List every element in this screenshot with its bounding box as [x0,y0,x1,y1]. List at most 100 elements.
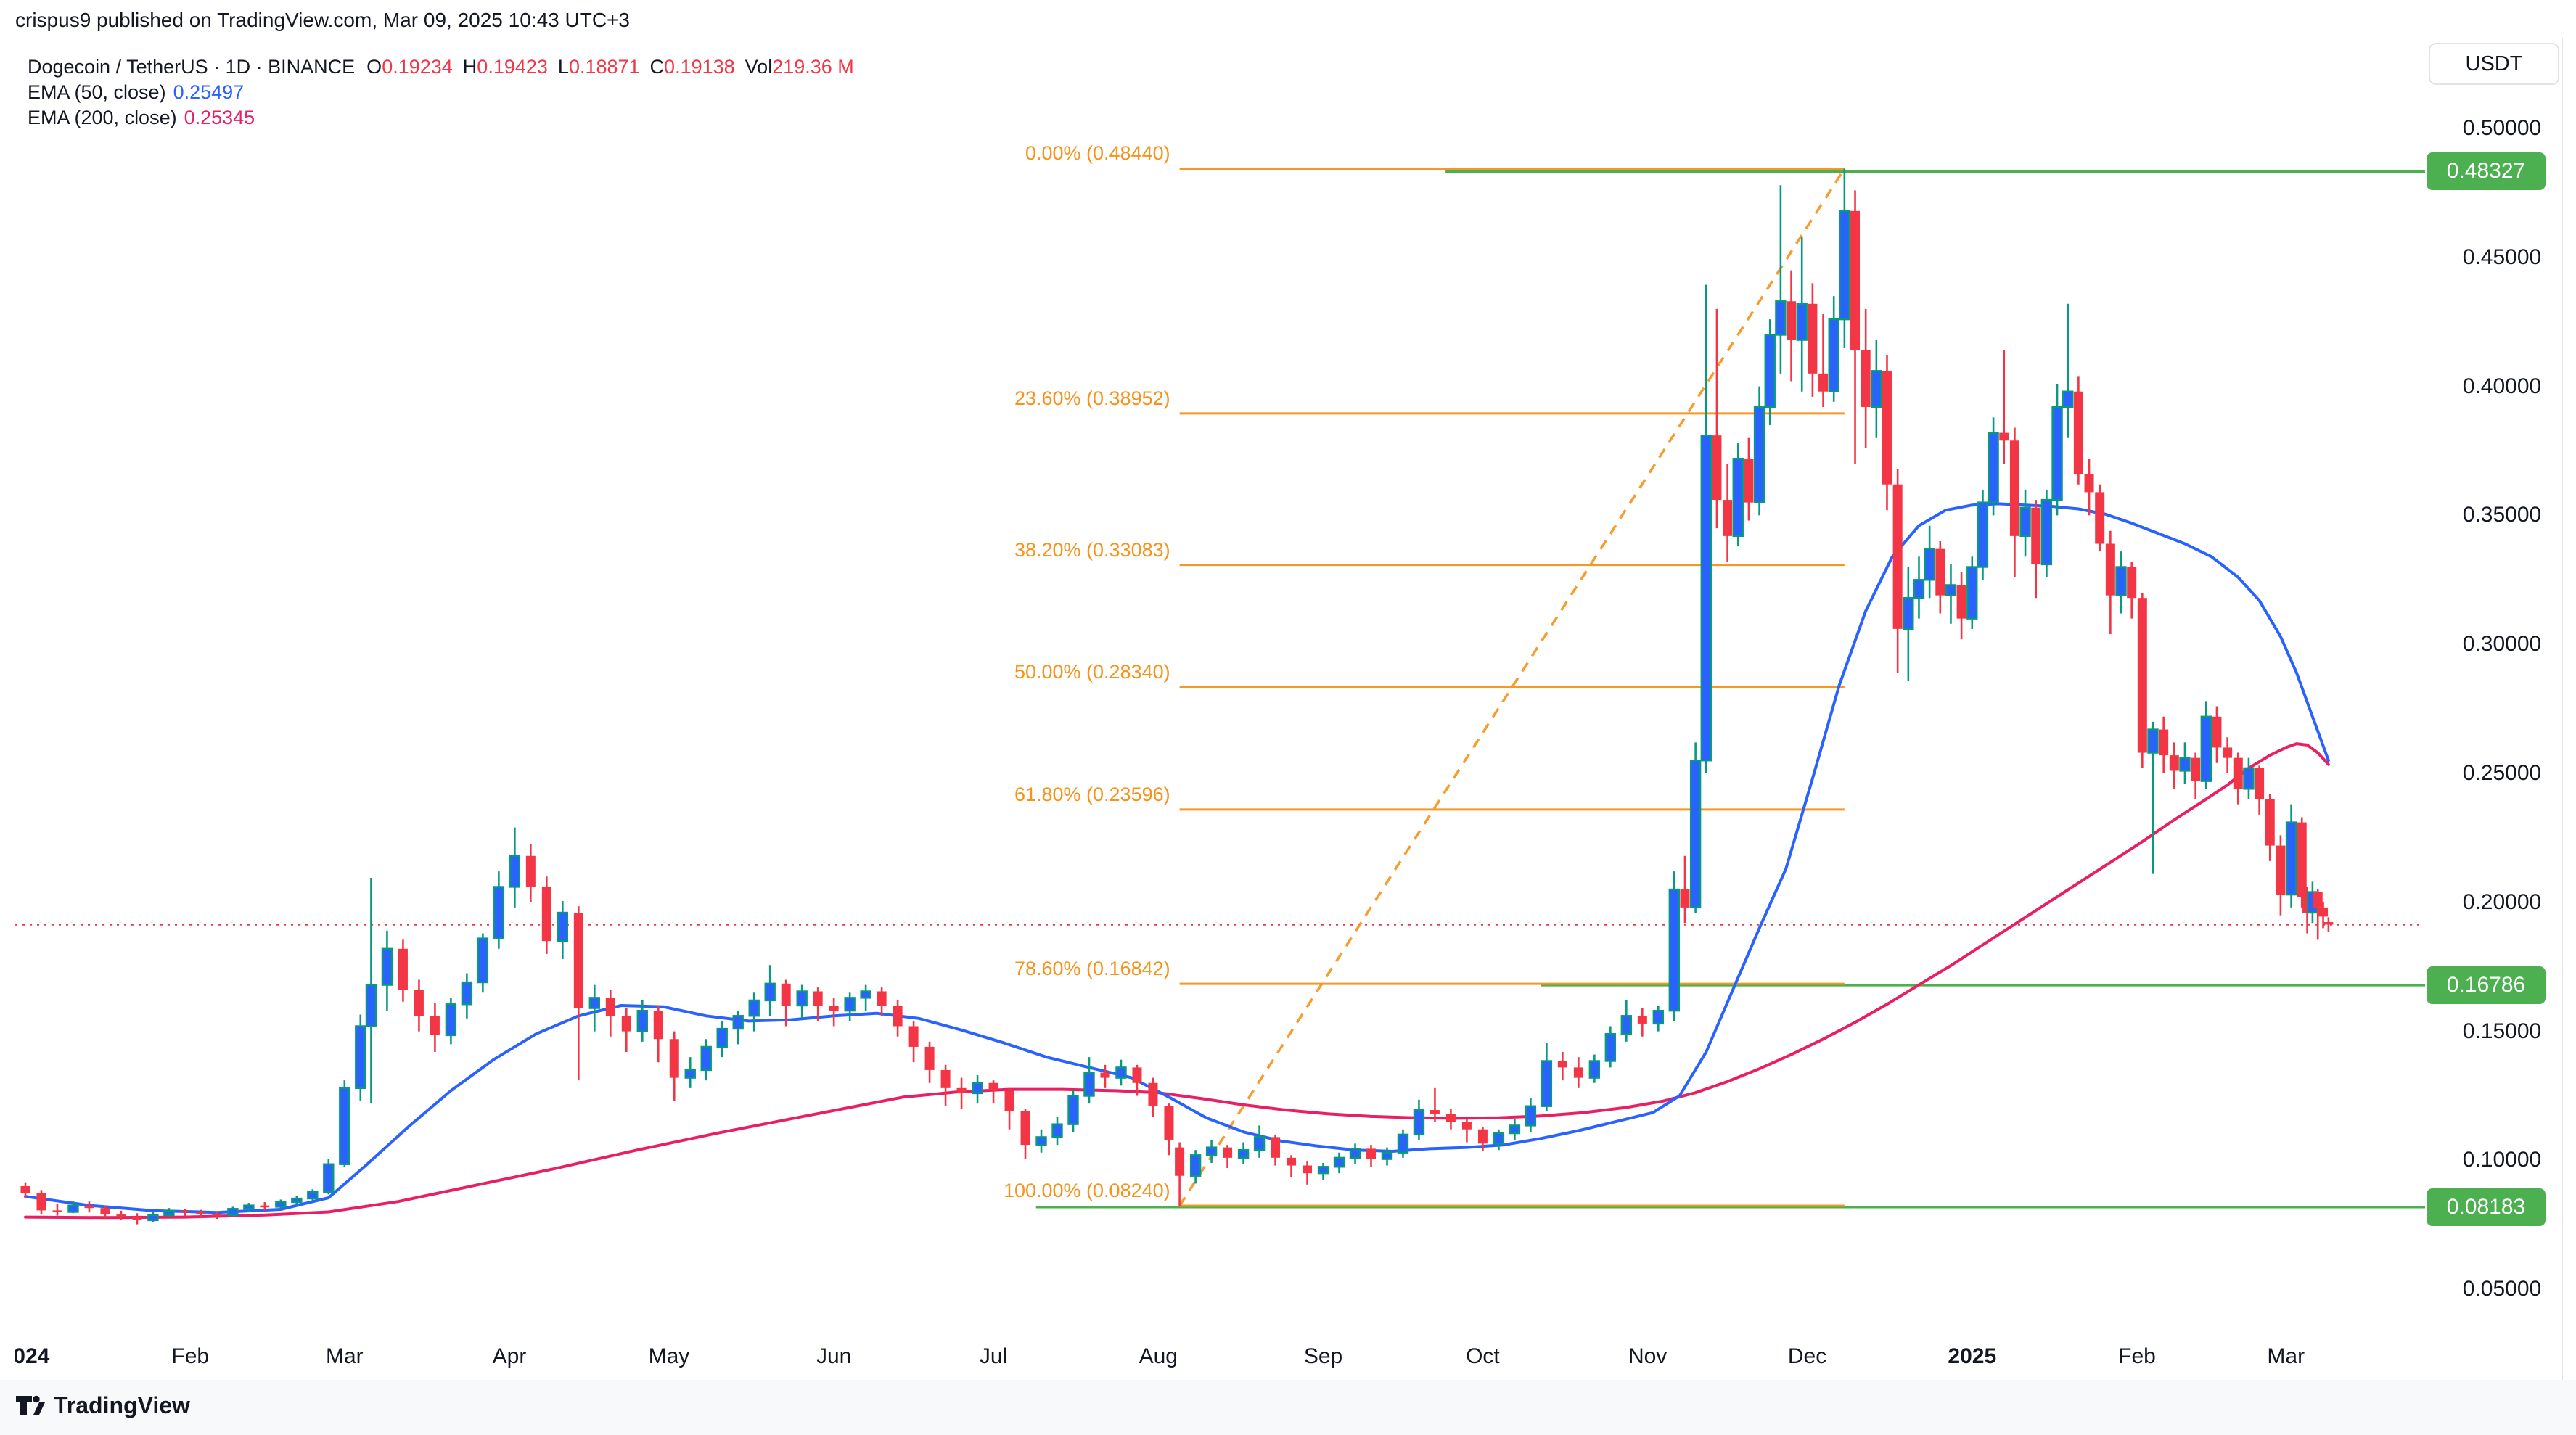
candle-body [1541,1060,1553,1107]
candle-body [1020,1111,1030,1146]
candle-body [291,1197,303,1204]
fib-level-label: 61.80% (0.23596) [1014,783,1170,805]
symbol-row: Dogecoin / TetherUS · 1D · BINANCE O0.19… [28,54,864,80]
candle-body [2285,821,2297,896]
ohlc-values: O0.19234 H0.19423 L0.18871 C0.19138 Vol219.3… [366,56,864,78]
fib-level-label: 78.60% (0.16842) [1014,958,1170,980]
candle-body [1924,548,1935,581]
candle-body [1067,1095,1079,1125]
candle-body [829,1006,839,1011]
time-tick-Jul: Jul [979,1344,1008,1368]
currency-toggle-button[interactable]: USDT [2429,43,2559,85]
candle-body [700,1045,712,1072]
candle-body [2233,757,2243,789]
candle-body [1689,760,1702,909]
candle-body [132,1216,142,1220]
time-tick-Sep: Sep [1303,1344,1343,1368]
candle-body [2243,767,2255,790]
candle-body [2019,506,2031,538]
candle-body [260,1205,270,1208]
price-tick-0.50000: 0.50000 [2462,116,2542,140]
brand-text: TradingView [54,1391,190,1418]
candle-body [1148,1082,1158,1106]
candle-body [781,983,791,1006]
ema200-line[interactable] [24,742,2330,1220]
candle-body [1700,434,1712,762]
candle-body [1723,500,1733,536]
candle-body [1189,1154,1202,1177]
candle-body [2255,768,2265,799]
ohlc-label: L [557,56,569,78]
candle-body [1573,1067,1583,1078]
candle-body [1493,1132,1505,1145]
candle-body [2137,598,2147,753]
candle-body [1445,1114,1456,1122]
candle-body [2223,747,2233,758]
time-tick-Apr: Apr [492,1344,527,1368]
candle-body [844,997,856,1012]
candle-body [1850,210,1861,350]
candle-body [147,1214,159,1222]
candle-body [1712,435,1722,501]
candle-body [1732,457,1744,538]
ohlc-value: 0.19234 [382,56,453,78]
candle-body [908,1026,919,1047]
time-tick-Feb: Feb [171,1344,210,1368]
candle-body [365,984,377,1027]
candle-body [1620,1015,1633,1035]
candle-body [1461,1122,1472,1130]
candle-body [2169,755,2179,771]
candle-body [2115,566,2127,596]
candle-body [2318,907,2329,917]
time-tick-Oct: Oct [1466,1344,1500,1368]
ohlc-value: 0.19423 [477,56,548,78]
candle-body [2212,716,2222,748]
candle-body [1413,1109,1425,1136]
ema200-label[interactable]: EMA (200, close) [28,107,177,128]
candle-body [1164,1106,1174,1140]
fib-trend-dashed-line[interactable] [1178,168,1846,1206]
chart-canvas[interactable] [15,38,2562,1379]
candle-body [893,1006,903,1027]
candle-body [20,1185,30,1193]
candle-body [1775,300,1787,336]
candle-body [1935,548,1945,596]
candle-body [621,1016,631,1032]
time-tick-Jun: Jun [816,1344,852,1368]
ema50-line[interactable] [24,502,2330,1214]
candle-body [381,947,393,986]
ohlc-label: Vol [745,56,773,78]
candle-body [764,982,776,1002]
candle-body [1253,1136,1266,1151]
candle-body [1668,888,1681,1012]
candle-body [988,1082,998,1091]
candle-body [2095,492,2105,544]
tradingview-brand-link[interactable]: TradingView [15,1390,190,1420]
symbol-title[interactable]: Dogecoin / TetherUS · 1D · BINANCE [28,56,356,78]
candle-body [636,1009,648,1032]
candle-body [1237,1148,1250,1159]
time-tick-2024: 2024 [15,1344,50,1368]
chart-legend: Dogecoin / TetherUS · 1D · BINANCE O0.19… [28,54,864,131]
candle-body [493,886,505,939]
fib-level-label: 50.00% (0.28340) [1014,661,1170,683]
time-tick-Feb: Feb [2118,1344,2156,1368]
candle-body [732,1015,744,1030]
candle-body [956,1087,967,1093]
published-line: crispus9 published on TradingView.com, M… [15,9,630,31]
candle-body [1205,1146,1218,1156]
candle-body [100,1208,110,1215]
candle-body [430,1016,440,1035]
candle-body [1839,210,1850,321]
time-tick-Mar: Mar [325,1344,364,1368]
candle-body [414,990,424,1016]
ema50-label[interactable]: EMA (50, close) [28,81,166,103]
price-tick-0.05000: 0.05000 [2462,1277,2542,1302]
price-tick-0.10000: 0.10000 [2462,1148,2542,1172]
candle-body [2040,498,2053,566]
candle-body [445,1003,457,1037]
candle-body [1913,579,1925,599]
candle-body [1988,432,1999,503]
candle-body [1115,1066,1127,1079]
